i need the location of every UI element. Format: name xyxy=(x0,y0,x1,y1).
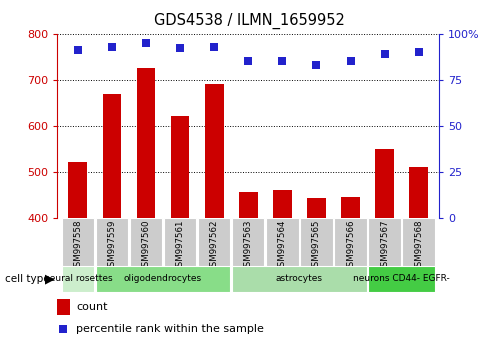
Point xyxy=(381,51,389,57)
Point xyxy=(176,46,184,51)
Text: GSM997566: GSM997566 xyxy=(346,219,355,272)
Bar xyxy=(96,266,231,292)
Point xyxy=(300,229,308,235)
Text: GSM997558: GSM997558 xyxy=(73,219,82,272)
Text: GSM997561: GSM997561 xyxy=(176,219,185,272)
Point xyxy=(346,58,354,64)
Bar xyxy=(300,218,333,266)
Bar xyxy=(232,266,367,292)
Text: GSM997563: GSM997563 xyxy=(244,219,253,272)
Bar xyxy=(368,266,435,292)
Bar xyxy=(232,218,264,266)
Text: GSM997559: GSM997559 xyxy=(107,219,116,272)
Bar xyxy=(96,218,128,266)
Text: astrocytes: astrocytes xyxy=(276,274,323,283)
Bar xyxy=(409,167,428,218)
Text: GSM997560: GSM997560 xyxy=(142,219,151,272)
Text: neural rosettes: neural rosettes xyxy=(43,274,112,283)
Bar xyxy=(239,193,257,218)
Bar xyxy=(266,218,298,266)
Bar xyxy=(198,218,231,266)
Text: GDS4538 / ILMN_1659952: GDS4538 / ILMN_1659952 xyxy=(154,12,345,29)
Bar xyxy=(334,218,367,266)
Bar xyxy=(273,190,292,218)
Bar xyxy=(68,161,87,218)
Point xyxy=(142,40,150,46)
Bar xyxy=(130,218,162,266)
Text: GSM997568: GSM997568 xyxy=(414,219,423,272)
Text: GSM997567: GSM997567 xyxy=(380,219,389,272)
Point xyxy=(108,44,116,49)
Bar xyxy=(62,218,94,266)
Text: GSM997565: GSM997565 xyxy=(312,219,321,272)
Bar xyxy=(341,197,360,218)
Text: oligodendrocytes: oligodendrocytes xyxy=(124,274,202,283)
Bar xyxy=(103,95,121,218)
Text: neurons CD44- EGFR-: neurons CD44- EGFR- xyxy=(353,274,450,283)
Bar xyxy=(164,218,196,266)
Text: count: count xyxy=(76,302,108,312)
Bar xyxy=(375,149,394,218)
Text: percentile rank within the sample: percentile rank within the sample xyxy=(76,324,264,334)
Text: GSM997562: GSM997562 xyxy=(210,219,219,272)
Point xyxy=(74,47,82,53)
Bar xyxy=(205,84,224,218)
Bar xyxy=(171,115,190,218)
Point xyxy=(244,58,252,64)
Bar xyxy=(403,218,435,266)
Point xyxy=(210,44,218,49)
Bar xyxy=(137,68,155,218)
Text: ▶: ▶ xyxy=(45,272,55,285)
Bar xyxy=(368,218,401,266)
Point xyxy=(278,58,286,64)
Text: cell type: cell type xyxy=(5,274,49,284)
Bar xyxy=(62,266,94,292)
Bar xyxy=(307,198,326,218)
Point xyxy=(415,49,423,55)
Text: GSM997564: GSM997564 xyxy=(278,219,287,272)
Bar xyxy=(57,298,69,315)
Point xyxy=(312,62,320,68)
